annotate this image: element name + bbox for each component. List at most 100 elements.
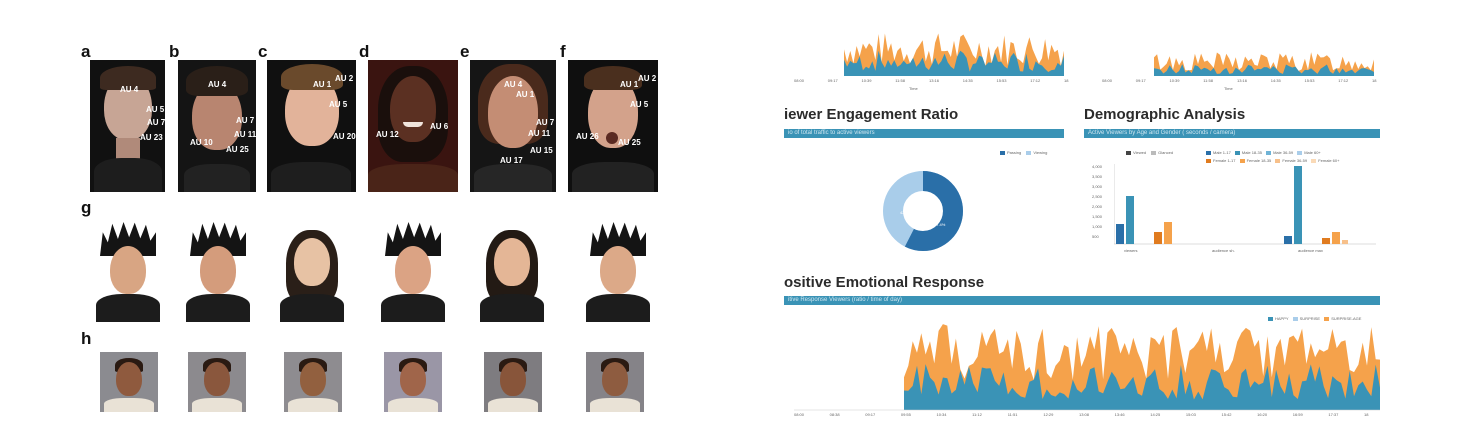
au-label: AU 17 [500, 156, 523, 165]
au-label: AU 12 [376, 130, 399, 139]
face-figure: a b c d e f g h AU 4 AU 5 AU 7 AU 23 AU … [78, 40, 658, 420]
legend-swatch [1234, 150, 1240, 155]
panel-label-c: c [258, 42, 268, 61]
axis-tick: 08:00 [794, 78, 805, 83]
panel-label-g: g [81, 198, 92, 217]
axis-tick: 09:17 [827, 78, 838, 83]
panel-label-b: b [169, 42, 180, 61]
top-right-axis-ticks: 08:00 09:17 10:39 11:58 13:16 14:35 15:53 17:12… [1102, 78, 1382, 86]
axis-tick: 14:35 [962, 78, 973, 83]
positive-legend: HAPPY SURPRISE SURPRISE-AGE [1268, 316, 1361, 321]
y-tick: 3,000 [1092, 184, 1103, 189]
legend-label: Female 18-35 [1246, 158, 1272, 163]
turtleneck [586, 294, 650, 322]
panel-label-d: d [359, 42, 370, 61]
au-label: AU 2 [335, 74, 354, 83]
row-h-faces [78, 352, 658, 414]
y-tick: 3,500 [1092, 174, 1103, 179]
dashboard-screenshot: 08:00 09:17 10:39 11:58 13:16 14:35 15:53 17:12… [784, 30, 1384, 422]
head [494, 238, 530, 286]
axis-tick: 08:00 [794, 412, 805, 417]
positive-subtitle: itive Response Viewers (ratio / time of … [788, 297, 902, 303]
axis-tick: 12:29 [1043, 412, 1054, 417]
shirt [488, 398, 538, 412]
y-tick: 2,500 [1092, 194, 1103, 199]
head [294, 238, 330, 286]
turtleneck [186, 294, 250, 322]
au-label: AU 1 [516, 90, 535, 99]
axis-tick: 13:16 [929, 78, 940, 83]
row-g-faces [78, 222, 658, 322]
panel-label-a: a [81, 42, 91, 61]
axis-tick: 16:59 [1292, 412, 1303, 417]
axis-tick: 10:34 [936, 412, 947, 417]
shoulders-d [368, 164, 458, 192]
legend-swatch [1206, 150, 1211, 155]
face-h-3 [284, 352, 342, 412]
hair-b [186, 66, 248, 96]
axis-tick: 13:46 [1114, 412, 1125, 417]
au-label: AU 6 [430, 122, 449, 131]
au-label: AU 10 [190, 138, 213, 147]
demo-x-tick: viewers [1124, 248, 1138, 253]
demographic-legend-row1: Viewed Glanced [1126, 150, 1173, 155]
demographic-legend-row2: Male 1-17 Male 18-35 Male 36-59 Male 60+ [1206, 150, 1321, 155]
turtleneck [381, 294, 445, 322]
top-traffic-chart-left [844, 33, 1064, 76]
axis-tick: 10:39 [1169, 78, 1180, 83]
au-label: AU 1 [620, 80, 639, 89]
au-label: AU 4 [504, 80, 523, 89]
axis-tick: 16:20 [1257, 412, 1268, 417]
au-label: AU 5 [630, 100, 649, 109]
turtleneck [96, 294, 160, 322]
legend-swatch [1266, 150, 1272, 155]
head [600, 246, 636, 294]
axis-tick: 11:58 [1203, 78, 1213, 83]
au-label: AU 15 [530, 146, 553, 155]
demo-x-tick: audience max [1298, 248, 1323, 253]
axis-tick: 15:53 [1304, 78, 1315, 83]
legend-label: Male 1-17 [1213, 150, 1231, 155]
positive-subtitle-bar: itive Response Viewers (ratio / time of … [784, 296, 1380, 305]
turtleneck [280, 294, 344, 322]
engagement-legend: Passing Viewing [1000, 150, 1047, 155]
top-traffic-chart-right [1154, 52, 1374, 76]
y-tick: 1,500 [1092, 214, 1103, 219]
y-tick: 500 [1092, 234, 1099, 239]
legend-label-passing: Passing [1007, 150, 1022, 155]
demographic-title: Demographic Analysis [1084, 106, 1246, 123]
hair-a [100, 66, 156, 90]
axis-tick: 18 [1064, 78, 1069, 83]
legend-label: Male 60+ [1304, 150, 1321, 155]
legend-label-viewing: Viewing [1033, 150, 1048, 155]
head [116, 362, 142, 396]
au-label: AU 1 [313, 80, 332, 89]
legend-swatch [1324, 316, 1330, 321]
engagement-subtitle-bar: io of total traffic to active viewers [784, 129, 1064, 138]
neck-a [116, 138, 140, 160]
demo-x-tick: audience sh. [1212, 248, 1235, 253]
positive-axis-ticks: 08:00 08:38 09:17 09:55 10:34 11:12 11:51 12:29… [794, 412, 1380, 420]
face-g-6 [586, 222, 650, 322]
axis-tick: 15:03 [1185, 412, 1196, 417]
turtleneck [480, 294, 544, 322]
axis-tick: 08:38 [829, 412, 840, 417]
axis-tick: 14:25 [1150, 412, 1161, 417]
legend-label: Male 36-59 [1273, 150, 1294, 155]
legend-swatch [1239, 158, 1245, 163]
face-h-2 [188, 352, 246, 412]
shirt-e [474, 164, 552, 192]
legend-label: Female 60+ [1318, 158, 1340, 163]
axis-tick: 13:08 [1079, 412, 1090, 417]
engagement-donut: 42.6 57.4% [883, 171, 963, 251]
shirt [388, 398, 438, 412]
face-e [488, 76, 538, 148]
shirt [104, 398, 154, 412]
face-h-4 [384, 352, 442, 412]
y-tick: 2,000 [1092, 204, 1103, 209]
legend-swatch [1151, 150, 1157, 155]
shirt-f [572, 162, 654, 192]
head [204, 362, 230, 396]
axis-tick: 09:17 [865, 412, 876, 417]
face-photo-b: AU 4 AU 7 AU 10 AU 11 AU 25 [178, 60, 256, 192]
